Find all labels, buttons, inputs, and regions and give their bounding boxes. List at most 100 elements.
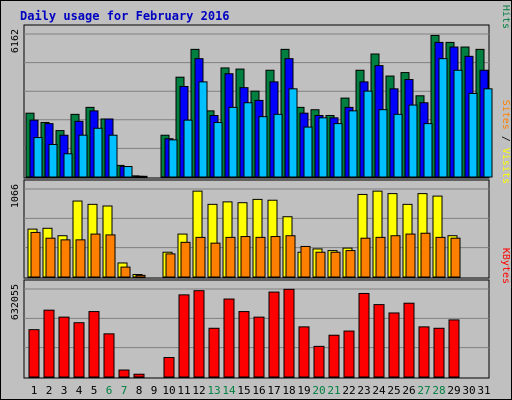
- bar-pages-day-1: [33, 137, 43, 178]
- bar-sites-day-6: [105, 234, 116, 278]
- x-tick-label-day-1: 1: [31, 384, 38, 397]
- bar-pages-day-31: [483, 88, 493, 178]
- bar-kbytes-day-10: [163, 357, 175, 378]
- bar-pages-day-7: [123, 166, 133, 178]
- bar-kbytes-day-13: [208, 327, 220, 378]
- x-tick-label-day-22: 22: [342, 384, 355, 397]
- bar-sites-day-25: [390, 235, 401, 278]
- bar-sites-day-5: [90, 233, 101, 278]
- bar-pages-day-11: [183, 119, 193, 178]
- x-tick-label-day-3: 3: [61, 384, 68, 397]
- bar-sites-day-11: [180, 241, 191, 278]
- bar-kbytes-day-11: [178, 294, 190, 378]
- legend-hits: Hits: [500, 5, 511, 29]
- bar-kbytes-day-6: [103, 333, 115, 378]
- bar-kbytes-day-16: [253, 316, 265, 378]
- x-tick-label-day-10: 10: [162, 384, 175, 397]
- x-tick-label-day-8: 8: [136, 384, 143, 397]
- bar-kbytes-day-17: [268, 291, 280, 378]
- chart-title: Daily usage for February 2016: [20, 9, 230, 23]
- x-tick-label-day-27: 27: [417, 384, 430, 397]
- bar-pages-day-24: [378, 109, 388, 178]
- bar-sites-day-22: [345, 250, 356, 278]
- bar-pages-day-15: [243, 102, 253, 178]
- bar-sites-day-28: [435, 236, 446, 278]
- x-tick-label-day-4: 4: [76, 384, 83, 397]
- bar-kbytes-day-14: [223, 298, 235, 378]
- bar-kbytes-day-23: [358, 292, 370, 378]
- bar-sites-day-14: [225, 236, 236, 278]
- bar-kbytes-day-26: [403, 302, 415, 378]
- x-tick-label-day-28: 28: [432, 384, 445, 397]
- x-tick-label-day-21: 21: [327, 384, 340, 397]
- x-tick-label-day-13: 13: [207, 384, 220, 397]
- bar-sites-day-17: [270, 236, 281, 278]
- series-legend: Sites / Visits: [500, 100, 511, 184]
- bar-kbytes-day-27: [418, 326, 430, 378]
- bar-pages-day-3: [63, 153, 73, 178]
- panel-hits-files-pages: 6162 Pages / Files / Hits: [10, 0, 511, 179]
- bar-pages-day-23: [363, 90, 373, 178]
- x-tick-label-day-17: 17: [267, 384, 280, 397]
- bar-kbytes-day-22: [343, 330, 355, 378]
- bar-pages-day-12: [198, 81, 208, 178]
- series-legend: Pages / Files / Hits: [500, 0, 511, 29]
- x-tick-label-day-14: 14: [222, 384, 236, 397]
- bar-kbytes-day-3: [58, 316, 70, 378]
- bar-pages-day-2: [48, 144, 58, 178]
- bar-sites-day-8: [135, 274, 146, 278]
- bar-kbytes-day-18: [283, 288, 295, 378]
- bar-kbytes-day-25: [388, 312, 400, 378]
- bar-pages-day-4: [78, 134, 88, 178]
- bar-sites-day-26: [405, 233, 416, 278]
- x-tick-label-day-24: 24: [372, 384, 386, 397]
- bar-sites-day-16: [255, 236, 266, 278]
- bar-kbytes-day-28: [433, 327, 445, 378]
- bar-pages-day-29: [453, 69, 463, 178]
- x-tick-label-day-19: 19: [297, 384, 310, 397]
- bar-kbytes-day-24: [373, 304, 385, 378]
- x-tick-label-day-2: 2: [46, 384, 53, 397]
- y-max-label: 632055: [10, 284, 21, 320]
- bar-kbytes-day-19: [298, 326, 310, 378]
- bar-pages-day-27: [423, 123, 433, 178]
- x-tick-label-day-29: 29: [447, 384, 460, 397]
- x-tick-label-day-23: 23: [357, 384, 370, 397]
- bar-kbytes-day-20: [313, 345, 325, 378]
- x-tick-label-day-25: 25: [387, 384, 400, 397]
- bar-pages-day-22: [348, 110, 358, 178]
- x-tick-label-day-7: 7: [121, 384, 128, 397]
- x-tick-label-day-26: 26: [402, 384, 415, 397]
- x-tick-label-day-6: 6: [106, 384, 113, 397]
- bar-sites-day-15: [240, 236, 251, 278]
- bar-kbytes-day-21: [328, 334, 340, 378]
- x-tick-label-day-5: 5: [91, 384, 98, 397]
- bar-kbytes-day-4: [73, 322, 85, 378]
- y-max-label: 6162: [10, 29, 21, 53]
- bar-pages-day-10: [168, 139, 178, 178]
- bar-sites-day-12: [195, 236, 206, 278]
- bar-pages-day-14: [228, 106, 238, 178]
- panel-kbytes: 632055 KBytes: [10, 248, 511, 379]
- x-tick-label-day-15: 15: [237, 384, 250, 397]
- bar-pages-day-19: [303, 126, 313, 178]
- bar-pages-day-26: [408, 104, 418, 178]
- x-axis-labels: 1 2 3 4 5 6 7 8 9 10 11 12 13 14 15 16 17 18 19 20 21 22 23 24 2…: [31, 384, 491, 397]
- bar-kbytes-day-15: [238, 311, 250, 378]
- bar-sites-day-4: [75, 239, 86, 278]
- bar-kbytes-day-8: [133, 373, 145, 378]
- bar-sites-day-18: [285, 235, 296, 278]
- chart-panels: 6162 Pages / Files / Hits 1066 Sites / Visi…: [10, 0, 511, 379]
- bar-sites-day-13: [210, 242, 221, 278]
- x-tick-label-day-30: 30: [462, 384, 475, 397]
- x-tick-label-day-18: 18: [282, 384, 295, 397]
- bar-pages-day-5: [93, 127, 103, 178]
- bar-sites-day-29: [450, 237, 461, 278]
- bar-pages-day-13: [213, 121, 223, 178]
- bar-kbytes-day-2: [43, 309, 55, 378]
- bar-kbytes-day-29: [448, 319, 460, 378]
- bar-pages-day-18: [288, 88, 298, 178]
- bar-kbytes-day-1: [28, 329, 40, 378]
- bar-kbytes-day-5: [88, 311, 100, 378]
